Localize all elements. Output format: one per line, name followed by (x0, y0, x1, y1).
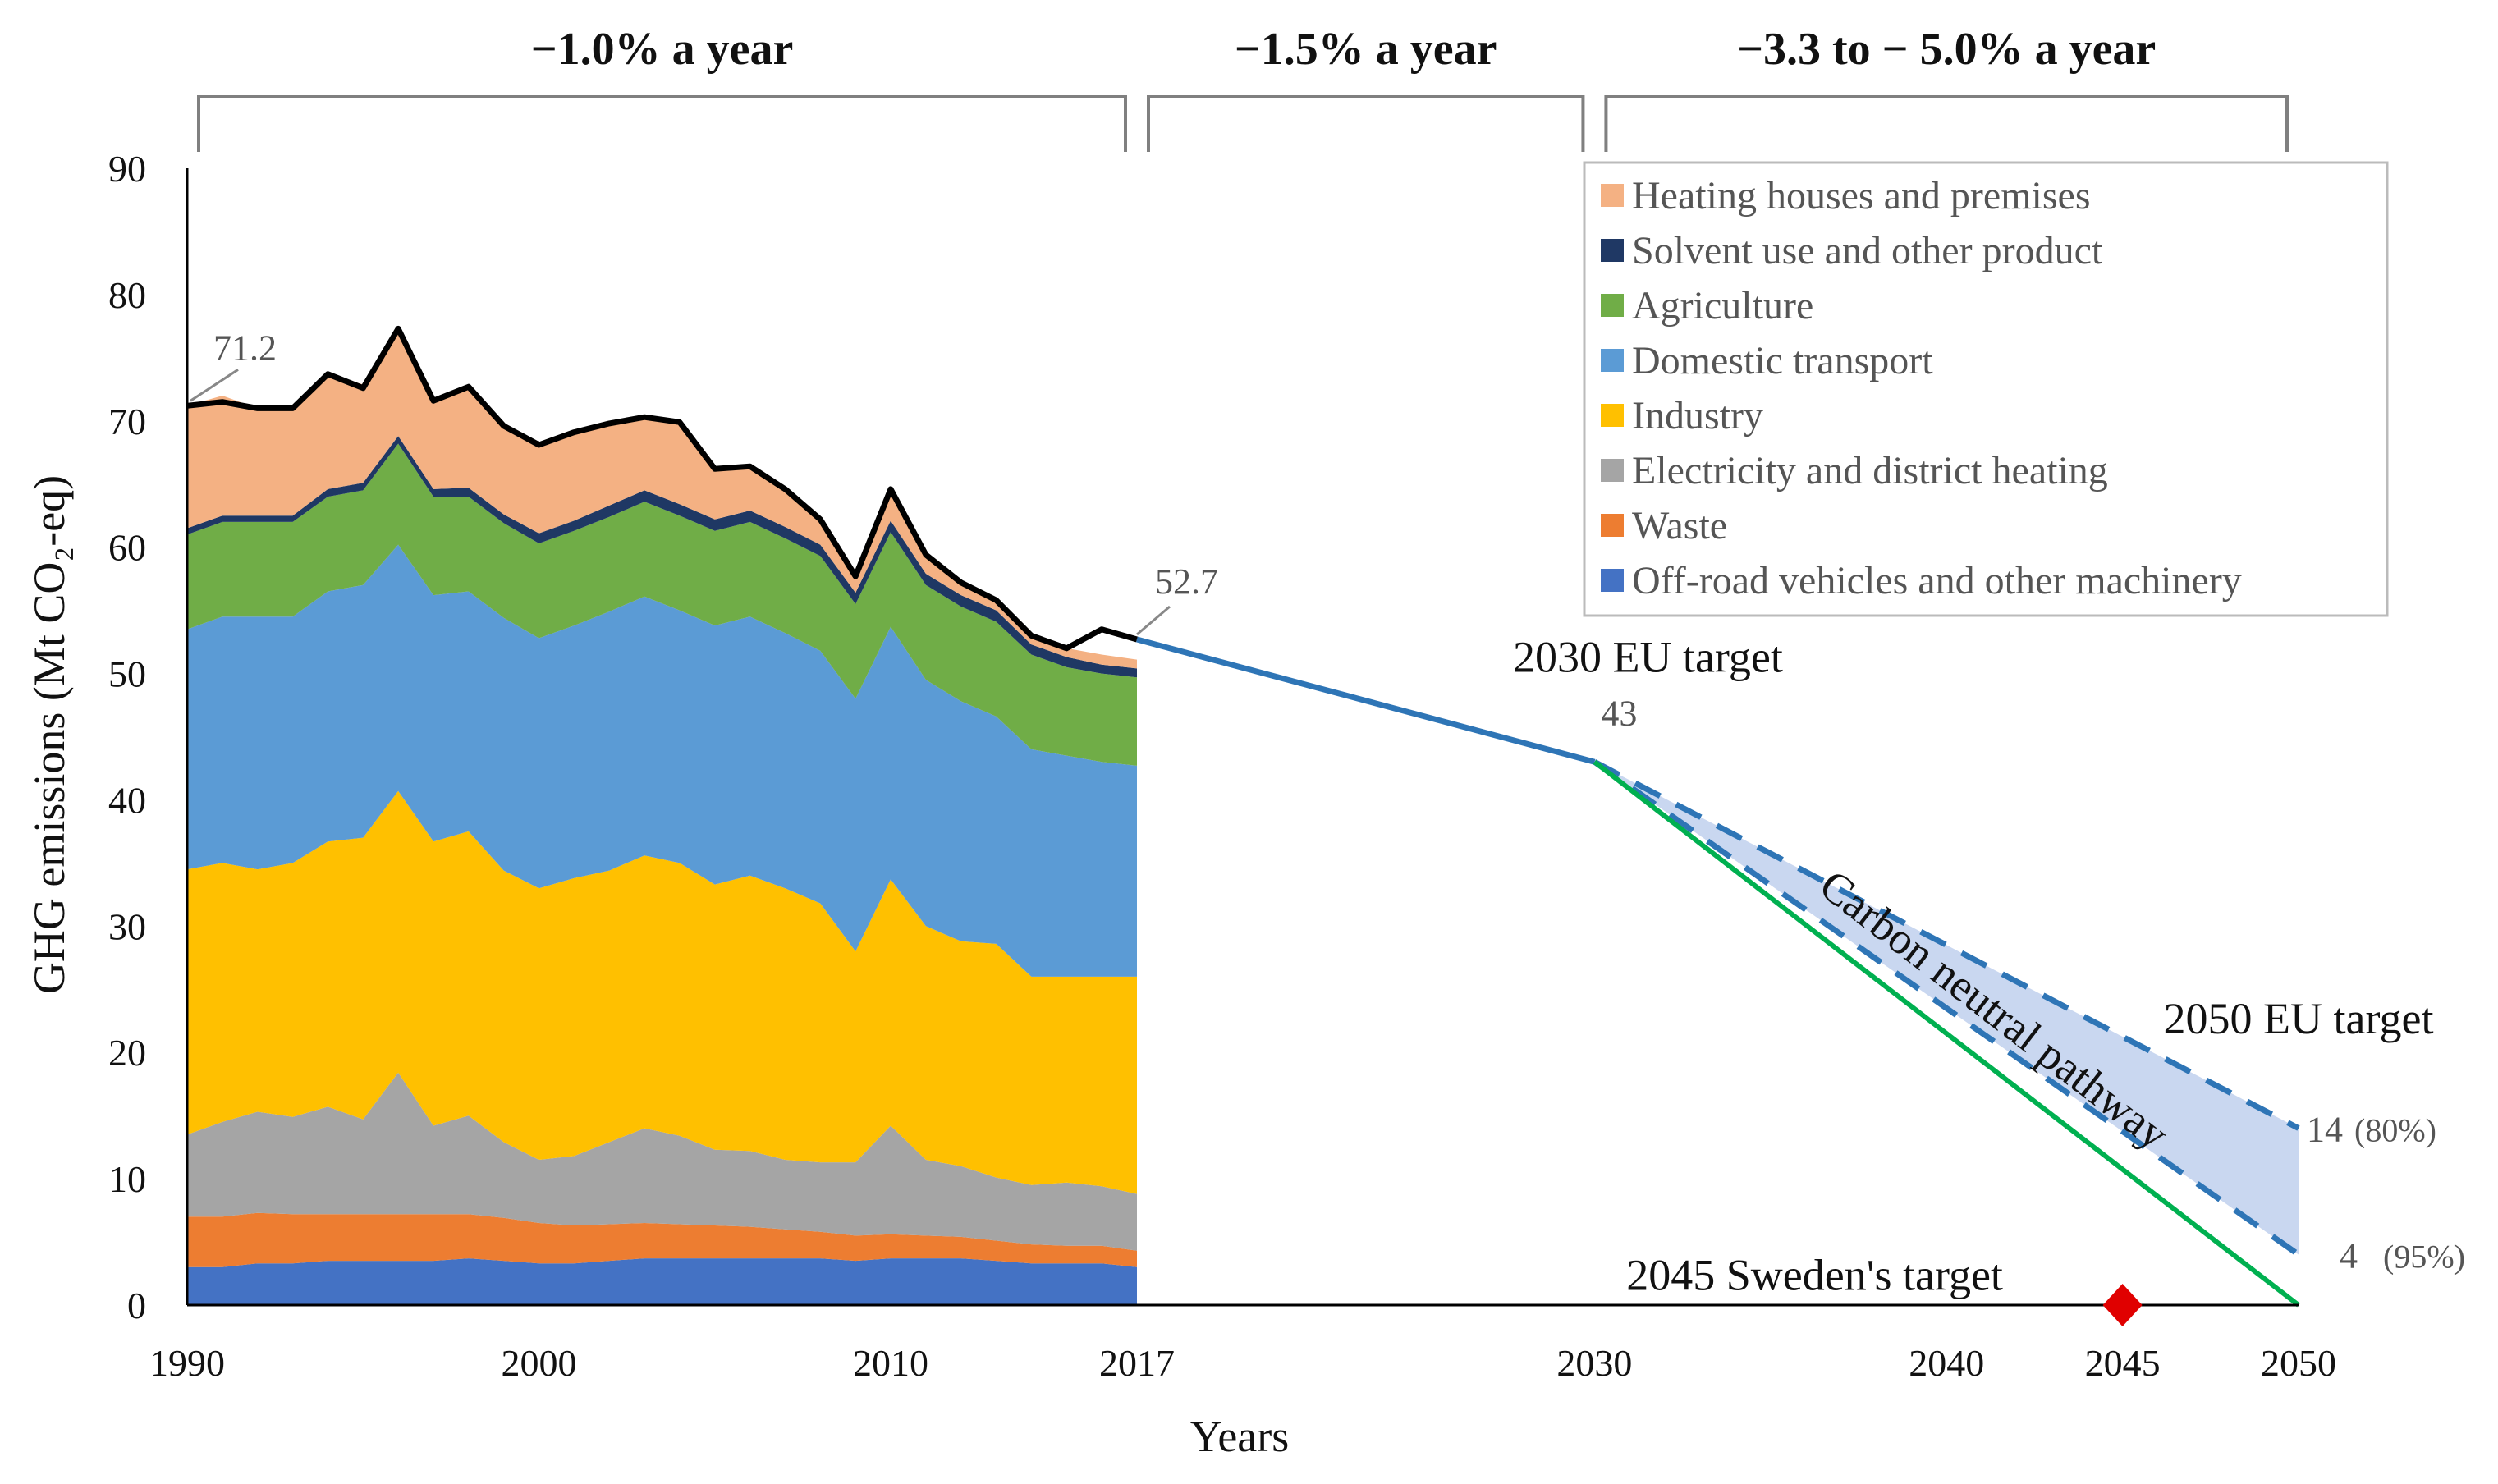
eu-2050-80pct-value: 14 (2307, 1110, 2343, 1150)
period-label-2: −1.5% a year (1235, 24, 1497, 75)
x-tick-label-2030: 2030 (1556, 1342, 1632, 1384)
y-tick-labels: 0 10 20 30 40 50 60 70 80 90 (108, 148, 146, 1326)
stacked-areas (187, 328, 1137, 1305)
legend-label-7: Waste (1632, 504, 1727, 547)
legend-label-6: Electricity and district heating (1632, 449, 2108, 492)
x-tick-label-2017: 2017 (1099, 1342, 1175, 1384)
y-tick-label-80: 80 (108, 274, 146, 316)
legend-label-2: Solvent use and other product (1632, 229, 2103, 273)
area-series-1 (187, 1258, 1137, 1305)
trend-to-2030-line (1136, 636, 1596, 765)
eu-2050-80pct-label: (80%) (2354, 1112, 2436, 1149)
y-tick-label-10: 10 (108, 1158, 146, 1200)
period-bracket-2: −1.5% a year (1147, 24, 1585, 152)
area-series-5 (187, 544, 1137, 977)
area-series-3 (187, 1072, 1137, 1251)
legend-swatch-7 (1601, 514, 1624, 537)
period-bracket-3: −3.3 to − 5.0% a year (1604, 24, 2289, 152)
legend-label-1: Heating houses and premises (1632, 174, 2091, 218)
legend-swatch-4 (1601, 349, 1624, 372)
eu-2050-95pct-dashed-line (1593, 759, 2301, 1257)
legend-label-3: Agriculture (1632, 284, 1813, 327)
y-tick-label-0: 0 (127, 1285, 146, 1326)
y-tick-label-20: 20 (108, 1032, 146, 1074)
period-bracket-line-2 (1147, 95, 1585, 152)
legend-items: Heating houses and premises Solvent use a… (1601, 174, 2242, 602)
x-tick-labels: 1990 2000 2010 2017 2030 2040 2045 2050 (149, 1342, 2336, 1384)
start-value-label: 71.2 (213, 327, 277, 368)
eu-2030-target-value: 43 (1601, 693, 1637, 733)
y-tick-label-90: 90 (108, 148, 146, 190)
y-tick-label-30: 30 (108, 905, 146, 947)
start-value-leader-line (190, 369, 239, 402)
eu-2050-95pct-label: (95%) (2383, 1238, 2465, 1275)
y-axis-title: GHG emissions (Mt CO₂-eq) (25, 475, 74, 994)
total-emissions-line (186, 325, 1138, 652)
period-bracket-1: −1.0% a year (197, 24, 1127, 152)
y-tick-label-60: 60 (108, 527, 146, 569)
x-tick-label-1990: 1990 (149, 1342, 225, 1384)
period-bracket-line-3 (1604, 95, 2289, 152)
value-2017-leader-line (1136, 605, 1171, 636)
legend-box (1583, 161, 2389, 617)
legend-swatch-1 (1601, 184, 1624, 207)
period-label-3: −3.3 to − 5.0% a year (1737, 24, 2156, 75)
x-tick-label-2000: 2000 (502, 1342, 577, 1384)
period-brackets: −1.0% a year −1.5% a year −3.3 to − 5.0%… (197, 24, 2289, 152)
legend-label-5: Industry (1632, 394, 1763, 437)
period-bracket-line-1 (197, 95, 1127, 152)
value-2017-label: 52.7 (1155, 561, 1218, 602)
period-label-1: −1.0% a year (531, 24, 794, 75)
legend-swatch-5 (1601, 404, 1624, 427)
x-tick-label-2045: 2045 (2085, 1342, 2161, 1384)
eu-2030-target-label: 2030 EU target (1513, 632, 1783, 681)
x-tick-label-2010: 2010 (853, 1342, 928, 1384)
legend-label-4: Domestic transport (1632, 339, 1933, 382)
sweden-2045-target-label: 2045 Sweden's target (1626, 1251, 2003, 1300)
area-series-8 (187, 328, 1137, 669)
y-tick-label-40: 40 (108, 779, 146, 821)
y-tick-label-50: 50 (108, 653, 146, 695)
eu-2050-target-label: 2050 EU target (2164, 994, 2434, 1043)
legend: Heating houses and premises Solvent use a… (1583, 161, 2389, 617)
y-tick-label-70: 70 (108, 401, 146, 442)
x-tick-label-2040: 2040 (1909, 1342, 1984, 1384)
carbon-neutral-pathway-label: Carbon neutral pathway (1811, 860, 2178, 1159)
legend-swatch-6 (1601, 459, 1624, 482)
area-series-7 (187, 436, 1137, 678)
legend-label-8: Off-road vehicles and other machinery (1632, 559, 2242, 602)
carbon-neutral-pathway-line (1593, 759, 2300, 1308)
legend-swatch-3 (1601, 294, 1624, 317)
sweden-target-diamond-marker (2102, 1284, 2143, 1326)
area-series-2 (187, 1212, 1137, 1267)
area-series-6 (187, 443, 1137, 766)
legend-swatch-8 (1601, 569, 1624, 592)
x-axis-title: Years (1190, 1412, 1290, 1461)
area-series-4 (187, 790, 1137, 1194)
x-tick-label-2050: 2050 (2261, 1342, 2336, 1384)
eu-2050-95pct-value: 4 (2340, 1235, 2358, 1276)
eu-2050-80pct-dashed-line (1593, 759, 2300, 1131)
legend-swatch-2 (1601, 239, 1624, 262)
